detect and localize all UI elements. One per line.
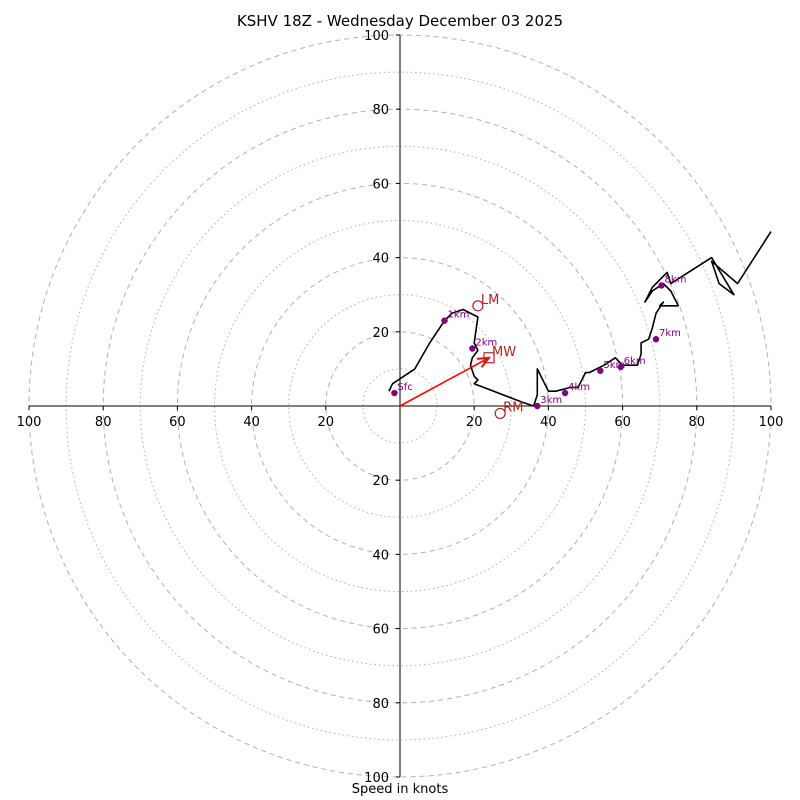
x-tick-label: 80 <box>95 415 112 430</box>
x-tick-label: 20 <box>318 415 335 430</box>
storm-motion-label: MW <box>492 345 516 360</box>
y-tick-label: 80 <box>372 697 389 712</box>
hodograph-line <box>388 231 772 407</box>
y-tick-label: 60 <box>372 623 389 638</box>
x-tick-label: 60 <box>169 415 186 430</box>
storm-motion-circle <box>472 300 484 312</box>
height-marker-dot <box>617 363 624 371</box>
height-marker-label: 5km <box>603 360 625 371</box>
x-axis-label: Speed in knots <box>351 782 449 797</box>
x-tick-label: 80 <box>689 415 706 430</box>
mean-wind-vector <box>399 358 489 407</box>
height-marker-label: 8km <box>665 274 687 285</box>
y-tick-label: 20 <box>372 326 389 341</box>
height-marker-label: 7km <box>659 328 681 339</box>
height-marker-dot <box>652 336 660 343</box>
height-marker-label: Sfc <box>397 382 412 393</box>
x-tick-label: 40 <box>243 415 260 430</box>
height-marker-label: 4km <box>568 382 590 393</box>
height-marker-dot <box>441 317 448 324</box>
y-tick-label: 80 <box>372 103 389 118</box>
chart-title: KSHV 18Z - Wednesday December 03 2025 <box>236 12 564 30</box>
y-tick-label: 100 <box>364 29 389 44</box>
height-marker-dot <box>597 367 604 374</box>
y-tick-label: 40 <box>372 548 389 563</box>
height-marker-dot <box>469 345 476 352</box>
storm-motion-square <box>483 352 495 364</box>
height-marker-label: 6km <box>624 356 646 367</box>
height-marker-dot <box>534 402 541 410</box>
y-tick-label: 60 <box>372 177 389 192</box>
height-marker-dot <box>391 389 398 397</box>
storm-motion-circle <box>494 407 506 420</box>
storm-motion-markers: LM MW RM <box>472 293 523 420</box>
tick-labels: 100 80 60 40 20 20 40 60 80 100 100 80 60 40 20 20 40 60 8… <box>17 29 784 786</box>
storm-motion-label: LM <box>481 293 499 308</box>
y-tick-label: 20 <box>372 474 389 489</box>
height-marker-label: 3km <box>540 395 562 406</box>
height-marker-dot <box>561 389 569 397</box>
hodograph-trace-group <box>388 231 772 407</box>
y-tick-label: 100 <box>364 771 389 786</box>
y-tick-label: 40 <box>372 252 389 267</box>
height-marker-dot <box>658 282 665 289</box>
x-tick-label: 20 <box>466 415 483 430</box>
height-marker-label: 1km <box>448 310 470 321</box>
x-tick-label: 40 <box>540 415 557 430</box>
height-marker-label: 2km <box>475 337 497 348</box>
x-tick-label: 100 <box>17 415 42 430</box>
x-tick-label: 60 <box>614 415 631 430</box>
x-tick-label: 100 <box>759 415 784 430</box>
storm-motion-label: RM <box>503 400 523 415</box>
